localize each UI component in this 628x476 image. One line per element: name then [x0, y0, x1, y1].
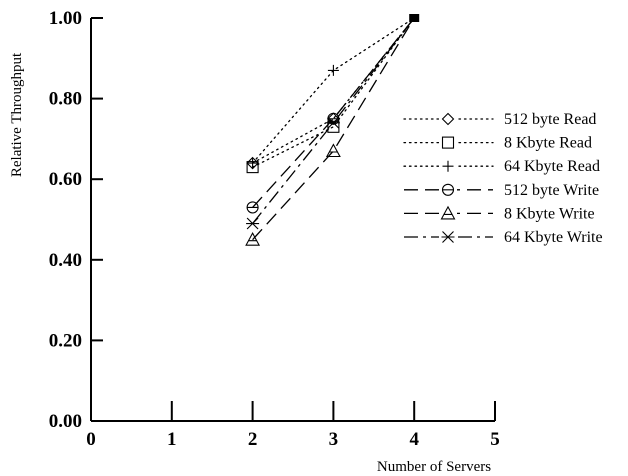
legend-label-5: 64 Kbyte Write	[504, 229, 603, 246]
series-5-point	[246, 217, 260, 230]
legend-marker-5	[441, 231, 455, 243]
legend-label-4: 8 Kbyte Write	[504, 205, 595, 222]
legend-marker-2	[442, 160, 454, 172]
series-1-point	[327, 120, 340, 133]
y-tick-label: 1.00	[49, 8, 82, 29]
series-5-point	[326, 116, 340, 129]
series-lines	[251, 17, 415, 241]
y-tick-label: 0.20	[49, 330, 82, 351]
series-4-point	[325, 143, 341, 158]
series-4-point	[245, 231, 261, 246]
legend-label-3: 512 byte Write	[504, 182, 599, 199]
x-tick-label: 3	[329, 429, 339, 450]
x-tick-label: 0	[86, 429, 96, 450]
legend-label-0: 512 byte Read	[504, 111, 596, 128]
series-line-4	[252, 17, 415, 241]
x-tick-label: 5	[490, 429, 500, 450]
legend-marker-bg	[439, 204, 457, 223]
legend-marker-4	[440, 205, 456, 220]
legend-label-2: 64 Kbyte Read	[504, 158, 600, 175]
legend-marker-bg	[439, 110, 457, 128]
y-tick-label: 0.60	[49, 169, 82, 190]
legend-marker-1	[441, 136, 455, 149]
legend-label-1: 8 Kbyte Read	[504, 135, 592, 152]
y-tick-label: 0.00	[49, 411, 82, 432]
x-tick-label: 4	[409, 429, 419, 450]
x-tick-label: 1	[167, 429, 177, 450]
x-tick-label: 2	[248, 429, 258, 450]
legend-marker-0	[441, 112, 455, 126]
series-markers	[245, 14, 420, 246]
series-2-point	[327, 64, 339, 76]
series-line-2	[251, 17, 415, 164]
series-2-point	[247, 157, 259, 169]
legend: 512 byte Read 8 Kbyte Read 64 Kbyte Read 51…	[403, 110, 603, 246]
converged-endpoint-marker	[409, 14, 420, 22]
x-axis-title: Number of Servers	[377, 459, 491, 475]
axes	[90, 18, 495, 422]
series-3-point	[246, 201, 259, 214]
legend-marker-bg	[439, 133, 457, 152]
series-line-0	[251, 17, 415, 164]
y-tick-label: 0.40	[49, 250, 82, 271]
y-axis-title: Relative Throughput	[9, 52, 25, 177]
ticks: 0.00 0.20 0.40 0.60 0.80 1.00 0 1 2 3 4 5	[49, 8, 500, 450]
legend-marker-3	[441, 183, 455, 196]
y-tick-label: 0.80	[49, 89, 82, 110]
